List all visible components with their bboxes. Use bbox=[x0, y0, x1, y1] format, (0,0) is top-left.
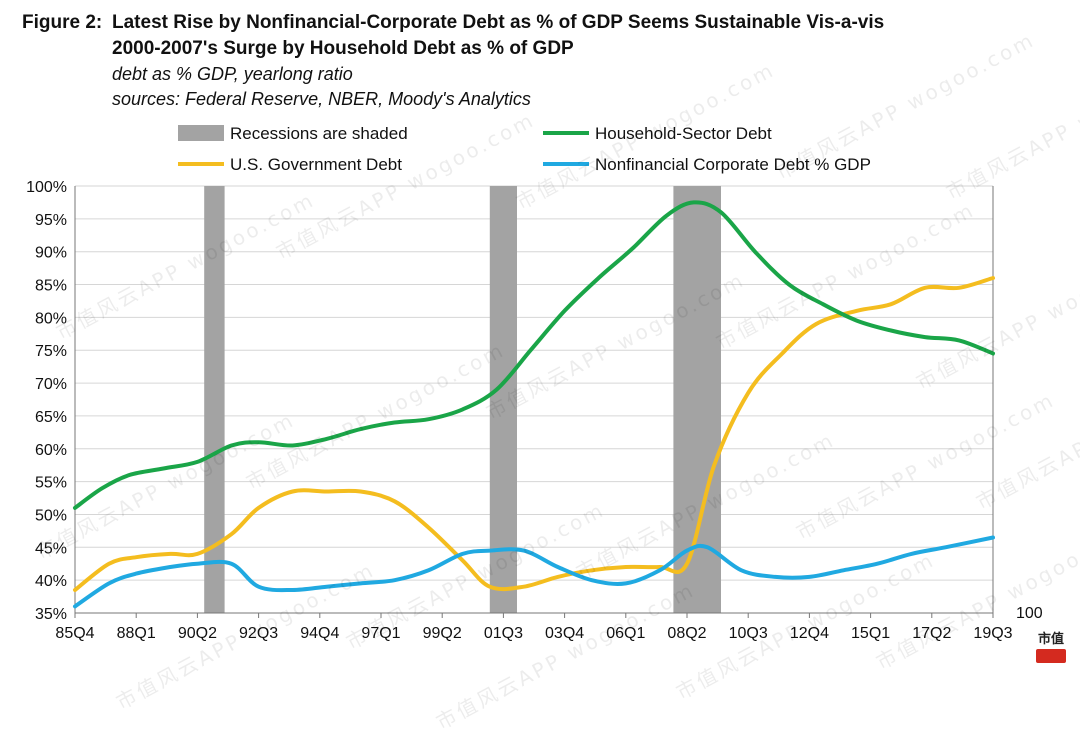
x-tick-label: 19Q3 bbox=[973, 625, 1012, 642]
y-tick-label: 55% bbox=[35, 475, 67, 492]
right-axis-label: 100 bbox=[1016, 605, 1043, 622]
y-tick-label: 95% bbox=[35, 212, 67, 229]
y-tick-label: 70% bbox=[35, 376, 67, 393]
y-tick-label: 75% bbox=[35, 343, 67, 360]
x-tick-label: 06Q1 bbox=[606, 625, 645, 642]
subtitle-units: debt as % GDP, yearlong ratio bbox=[112, 64, 353, 84]
legend-label: Recessions are shaded bbox=[230, 124, 408, 143]
legend-label: Nonfinancial Corporate Debt % GDP bbox=[595, 155, 871, 174]
y-tick-label: 85% bbox=[35, 278, 67, 295]
y-tick-label: 80% bbox=[35, 310, 67, 327]
x-tick-label: 01Q3 bbox=[484, 625, 523, 642]
x-tick-label: 94Q4 bbox=[300, 625, 339, 642]
series-line-government bbox=[73, 276, 995, 592]
recession-band bbox=[204, 186, 225, 613]
chart-title: Figure 2: Latest Rise by Nonfinancial-Co… bbox=[22, 10, 1062, 62]
x-tick-label: 10Q3 bbox=[729, 625, 768, 642]
logo-badge bbox=[1036, 649, 1066, 663]
y-tick-label: 35% bbox=[35, 606, 67, 623]
legend-label: U.S. Government Debt bbox=[230, 155, 402, 174]
series-line-corporate bbox=[73, 535, 995, 609]
app-logo: 市值 bbox=[1032, 628, 1070, 663]
x-tick-label: 85Q4 bbox=[55, 625, 94, 642]
legend-swatch-recession bbox=[178, 125, 224, 141]
y-tick-label: 60% bbox=[35, 442, 67, 459]
x-tick-label: 88Q1 bbox=[117, 625, 156, 642]
logo-text: 市值 bbox=[1037, 631, 1064, 646]
x-tick-label: 92Q3 bbox=[239, 625, 278, 642]
debt-chart: 100% 95% 90% 85% 80% 75% 70% 65% 60% 55% 50% 45% 40%… bbox=[26, 124, 1043, 642]
y-tick-label: 90% bbox=[35, 245, 67, 262]
recession-band bbox=[489, 186, 517, 613]
chart-header: Figure 2: Latest Rise by Nonfinancial-Co… bbox=[22, 10, 1062, 112]
y-tick-label: 65% bbox=[35, 409, 67, 426]
x-tick-label: 03Q4 bbox=[545, 625, 584, 642]
x-tick-label: 08Q2 bbox=[667, 625, 706, 642]
x-tick-label: 90Q2 bbox=[178, 625, 217, 642]
x-tick-label: 15Q1 bbox=[851, 625, 890, 642]
y-tick-label: 40% bbox=[35, 573, 67, 590]
x-tick-label: 97Q1 bbox=[361, 625, 400, 642]
y-tick-label: 45% bbox=[35, 540, 67, 557]
x-tick-label: 99Q2 bbox=[423, 625, 462, 642]
x-tick-label: 17Q2 bbox=[912, 625, 951, 642]
legend-label: Household-Sector Debt bbox=[595, 124, 772, 143]
recession-band bbox=[673, 186, 721, 613]
y-tick-label: 50% bbox=[35, 507, 67, 524]
y-tick-label: 100% bbox=[26, 179, 67, 196]
subtitle-sources: sources: Federal Reserve, NBER, Moody's … bbox=[112, 89, 531, 109]
title-line-2: 2000-2007's Surge by Household Debt as %… bbox=[112, 38, 574, 59]
figure-label: Figure 2: bbox=[22, 12, 103, 33]
series-line-household bbox=[73, 200, 995, 510]
title-line-1: Latest Rise by Nonfinancial-Corporate De… bbox=[112, 12, 885, 33]
x-tick-label: 12Q4 bbox=[790, 625, 829, 642]
